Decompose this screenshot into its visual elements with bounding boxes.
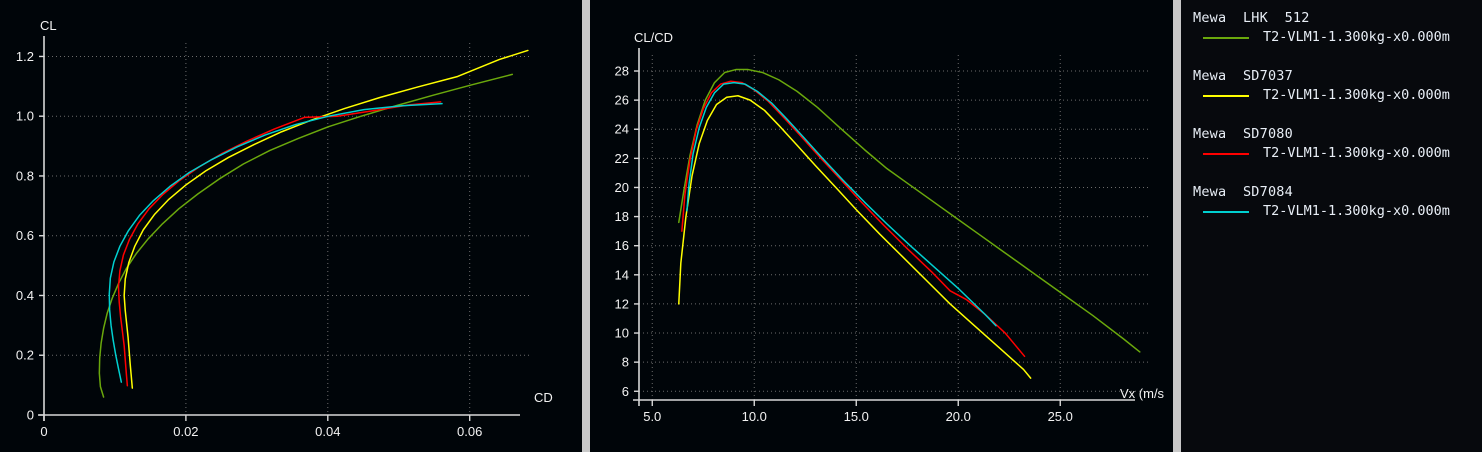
x-axis-tick-label: 5.0	[643, 409, 661, 424]
y-axis-title: CL/CD	[634, 30, 673, 45]
data-series-line	[117, 101, 442, 387]
y-axis-tick-label: 1.0	[16, 109, 34, 124]
legend-entry-row: T2-VLM1-1.300kg-x0.000m	[1193, 203, 1482, 220]
legend-color-swatch	[1203, 94, 1249, 97]
legend-entry-name: Mewa LHK 512	[1193, 10, 1310, 26]
glide-ratio-panel[interactable]: 6 8 10 12 14 16 18 20 22 24 26 28 5.0 10.0 15.0 20.0 25.…	[590, 0, 1173, 452]
legend-entry[interactable]: Mewa SD7080 T2-VLM1-1.300kg-x0.000m	[1193, 126, 1482, 162]
x-axis-tick-label: 25.0	[1048, 409, 1073, 424]
drag-polar-chart[interactable]: 0 0.2 0.4 0.6 0.8 1.0 1.2 0 0.02 0.04 0.06 CL CD	[0, 0, 582, 452]
legend-entry-name: Mewa SD7080	[1193, 126, 1293, 142]
legend-list: Mewa LHK 512 T2-VLM1-1.300kg-x0.000m Mewa …	[1181, 0, 1482, 220]
y-axis-tick-label: 8	[622, 355, 629, 370]
legend-entry[interactable]: Mewa LHK 512 T2-VLM1-1.300kg-x0.000m	[1193, 10, 1482, 46]
y-axis-title: CL	[40, 18, 57, 33]
data-series-line	[108, 102, 443, 383]
x-axis-tick-label: 0.04	[315, 424, 340, 439]
legend-color-swatch	[1203, 152, 1249, 155]
data-series-line	[686, 81, 997, 327]
legend-entry-condition: T2-VLM1-1.300kg-x0.000m	[1263, 145, 1450, 161]
legend-panel[interactable]: Mewa LHK 512 T2-VLM1-1.300kg-x0.000m Mewa …	[1181, 0, 1482, 452]
x-axis-tick-label: 10.0	[742, 409, 767, 424]
legend-entry-condition: T2-VLM1-1.300kg-x0.000m	[1263, 87, 1450, 103]
legend-entry-name: Mewa SD7084	[1193, 184, 1293, 200]
y-axis-tick-label: 28	[615, 64, 629, 79]
plot-background	[0, 0, 582, 452]
legend-entry-condition: T2-VLM1-1.300kg-x0.000m	[1263, 29, 1450, 45]
legend-entry-condition: T2-VLM1-1.300kg-x0.000m	[1263, 203, 1450, 219]
legend-color-swatch	[1203, 36, 1249, 39]
legend-entry-name: Mewa SD7037	[1193, 68, 1293, 84]
panel-divider-left	[582, 0, 590, 452]
data-series-line	[123, 49, 529, 389]
legend-entry[interactable]: Mewa SD7037 T2-VLM1-1.300kg-x0.000m	[1193, 68, 1482, 104]
x-axis-tick-label: 20.0	[946, 409, 971, 424]
data-series-line	[98, 73, 514, 398]
x-axis-title: CD	[534, 390, 553, 405]
x-axis-title: Vx (m/s	[1120, 386, 1165, 401]
legend-entry-row: T2-VLM1-1.300kg-x0.000m	[1193, 87, 1482, 104]
y-axis-tick-label: 24	[615, 122, 629, 137]
legend-entry[interactable]: Mewa SD7084 T2-VLM1-1.300kg-x0.000m	[1193, 184, 1482, 220]
y-axis-tick-label: 0.8	[16, 168, 34, 183]
y-axis-tick-label: 16	[615, 238, 629, 253]
x-axis-tick-label: 15.0	[844, 409, 869, 424]
y-axis-tick-label: 20	[615, 180, 629, 195]
y-axis-tick-label: 1.2	[16, 49, 34, 64]
y-axis-tick-label: 14	[615, 267, 629, 282]
y-axis-tick-label: 0.2	[16, 348, 34, 363]
y-axis-tick-label: 18	[615, 209, 629, 224]
drag-polar-panel[interactable]: 0 0.2 0.4 0.6 0.8 1.0 1.2 0 0.02 0.04 0.06 CL CD	[0, 0, 582, 452]
y-axis-tick-label: 26	[615, 93, 629, 108]
y-axis-tick-label: 6	[622, 384, 629, 399]
data-series-line	[678, 68, 1141, 353]
x-axis-tick-label: 0.02	[173, 424, 198, 439]
x-axis-tick-label: 0.06	[457, 424, 482, 439]
legend-entry-row: T2-VLM1-1.300kg-x0.000m	[1193, 29, 1482, 46]
y-axis-tick-label: 0	[27, 408, 34, 423]
plot-background	[590, 0, 1173, 452]
y-axis-tick-label: 12	[615, 296, 629, 311]
data-series-line	[678, 95, 1032, 379]
glide-ratio-chart[interactable]: 6 8 10 12 14 16 18 20 22 24 26 28 5.0 10.0 15.0 20.0 25.…	[590, 0, 1173, 452]
x-axis-tick-label: 0	[40, 424, 47, 439]
y-axis-tick-label: 22	[615, 151, 629, 166]
y-axis-tick-label: 0.6	[16, 228, 34, 243]
legend-entry-row: T2-VLM1-1.300kg-x0.000m	[1193, 145, 1482, 162]
panel-divider-right	[1173, 0, 1181, 452]
y-axis-tick-label: 0.4	[16, 288, 34, 303]
y-axis-tick-label: 10	[615, 326, 629, 341]
legend-color-swatch	[1203, 210, 1249, 213]
data-series-line	[681, 80, 1026, 358]
